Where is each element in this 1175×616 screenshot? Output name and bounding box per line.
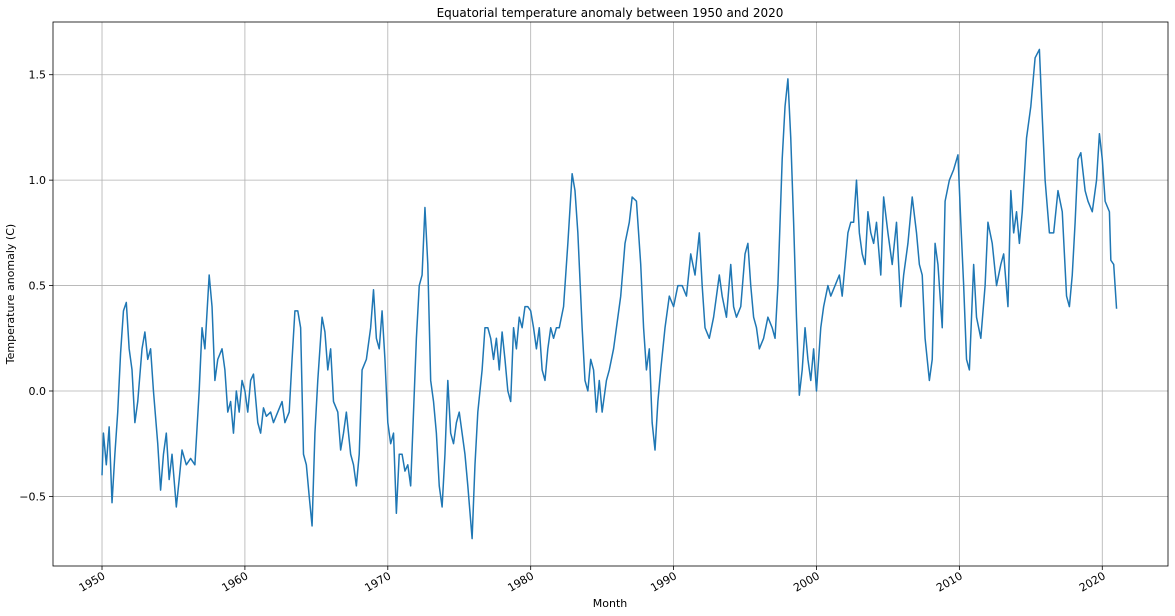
data-line bbox=[101, 48, 1118, 540]
x-tick-label: 1980 bbox=[505, 569, 536, 594]
x-tick-label: 2020 bbox=[1077, 569, 1108, 594]
y-tick-label: 0.5 bbox=[29, 280, 47, 293]
x-tick-label: 2010 bbox=[934, 569, 965, 594]
x-tick-label: 1950 bbox=[77, 569, 108, 594]
chart-title: Equatorial temperature anomaly between 1… bbox=[437, 6, 784, 20]
y-tick-label: 1.5 bbox=[29, 69, 47, 82]
x-tick-label: 1970 bbox=[363, 569, 394, 594]
x-axis-label: Month bbox=[593, 597, 628, 610]
x-tick-label: 1990 bbox=[648, 569, 679, 594]
y-tick-label: 1.0 bbox=[29, 174, 47, 187]
x-tick-label: 1960 bbox=[220, 569, 251, 594]
y-tick-label: −0.5 bbox=[19, 490, 46, 503]
plot-frame bbox=[52, 21, 1169, 567]
x-tick-label: 2000 bbox=[791, 569, 822, 594]
y-tick-label: 0.0 bbox=[29, 385, 47, 398]
y-axis-label: Temperature anomaly (C) bbox=[4, 224, 17, 365]
